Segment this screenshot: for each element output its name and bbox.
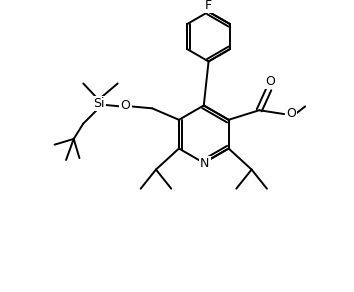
Text: N: N — [200, 157, 210, 170]
Text: Si: Si — [93, 97, 104, 110]
Text: F: F — [205, 0, 212, 11]
Text: O: O — [120, 99, 130, 112]
Text: O: O — [286, 107, 296, 120]
Text: O: O — [265, 75, 275, 88]
